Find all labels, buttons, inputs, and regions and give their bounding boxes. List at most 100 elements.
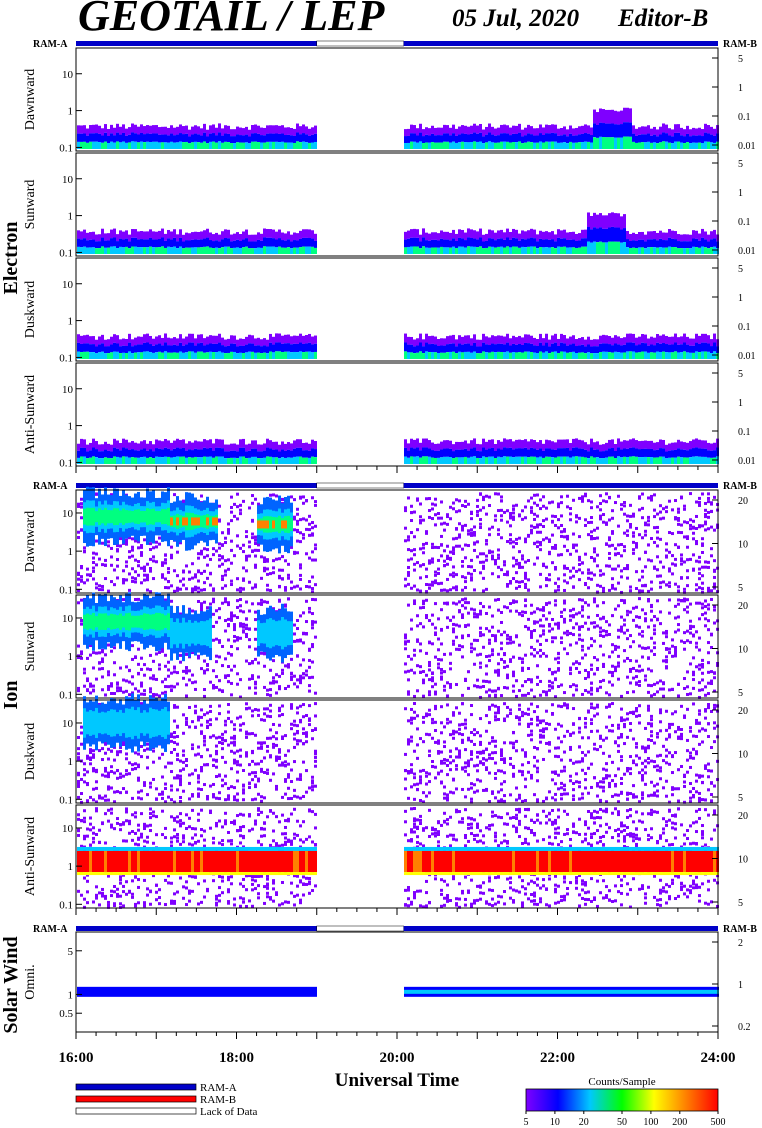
y-axis-right: 210.2	[712, 938, 751, 1033]
group-electron: Electron RAM-A RAM-B 10 1 0.1 5 1 0.1 0.01 Dawnwar…	[0, 39, 757, 473]
ram-a-segment	[403, 483, 718, 488]
colorbar-tick-label: 500	[711, 1117, 726, 1128]
colorbar: Counts/Sample 5 10 20 50 100 200 500	[524, 1076, 726, 1128]
x-tick-label: 18:00	[219, 1050, 254, 1066]
panel-frame	[75, 257, 719, 362]
y-right-tick-label: 5	[738, 583, 743, 594]
y-right-tick-label: 10	[738, 750, 748, 761]
y-tick-label: 10	[62, 174, 74, 186]
panel-anti-sunward: 10 1 0.1 5 1 0.1 0.01 Anti-Sunward	[23, 362, 756, 473]
ram-a-segment	[76, 926, 317, 931]
y-right-tick-label: 0.1	[738, 112, 751, 123]
y-axis-left: 510.5	[59, 946, 82, 1020]
y-tick-label: 1	[68, 756, 74, 768]
y-tick-label: 0.1	[59, 689, 73, 701]
ram-right-label: RAM-B	[723, 924, 757, 935]
ram-left-label: RAM-A	[33, 924, 68, 935]
panel-label: Anti-Sunward	[23, 375, 38, 454]
panel-sunward: 10 1 0.1 5 1 0.1 0.01 Sunward	[23, 152, 756, 259]
lack-of-data-segment	[316, 482, 404, 489]
y-tick-label: 1	[68, 989, 74, 1001]
y-axis-left: 10 1 0.1	[59, 613, 82, 701]
legend-label: RAM-B	[200, 1094, 236, 1106]
y-axis-right: 20 10 5	[712, 811, 748, 909]
editor-label: Editor-B	[617, 5, 708, 32]
x-tick-label: 16:00	[59, 1050, 94, 1066]
time-ticks	[75, 908, 719, 915]
panel-label: Sunward	[23, 180, 38, 230]
y-right-tick-label: 10	[738, 645, 748, 656]
spectrogram-cells	[77, 333, 719, 359]
y-axis-right: 5 1 0.1 0.01	[712, 159, 756, 257]
y-axis-left: 10 1 0.1	[59, 508, 82, 596]
y-tick-label: 5	[68, 946, 74, 958]
y-right-tick-label: 10	[738, 540, 748, 551]
y-right-tick-label: 1	[738, 188, 743, 199]
y-right-tick-label: 5	[738, 264, 743, 275]
ram-right-label: RAM-B	[723, 39, 757, 50]
y-right-tick-label: 5	[738, 159, 743, 170]
panel-frame	[75, 931, 719, 1033]
spectrogram-cells	[77, 592, 719, 699]
x-tick-label: 24:00	[701, 1050, 736, 1066]
panel-label: Omni.	[23, 964, 38, 999]
panel-sunward: 10 1 0.1 20 10 5 Sunward	[23, 592, 748, 701]
y-right-tick-label: 5	[738, 793, 743, 804]
colorbar-tick-label: 50	[617, 1117, 627, 1128]
y-right-tick-label: 5	[738, 54, 743, 65]
y-tick-label: 10	[62, 718, 74, 730]
y-tick-label: 0.1	[59, 899, 73, 911]
y-tick-label: 1	[68, 546, 74, 558]
panel-frame	[75, 152, 719, 257]
spectrogram-cells	[77, 486, 719, 594]
y-tick-label: 1	[68, 106, 74, 118]
y-tick-label: 1	[68, 316, 74, 328]
y-axis-right: 20 10 5	[712, 496, 748, 594]
y-tick-label: 10	[62, 823, 74, 835]
y-axis-left: 10 1 0.1	[59, 174, 82, 259]
y-right-tick-label: 0.1	[738, 427, 751, 438]
legend-swatch	[75, 1107, 197, 1115]
legend-label: RAM-A	[200, 1082, 237, 1094]
panel-label: Dawnward	[23, 511, 38, 572]
spectrogram-cells	[77, 807, 719, 909]
ram-bar: RAM-A RAM-B	[33, 39, 757, 50]
panel-dawnward: 10 1 0.1 5 1 0.1 0.01 Dawnward	[23, 47, 756, 154]
y-tick-label: 0.1	[59, 142, 73, 154]
panel-label: Sunward	[23, 622, 38, 672]
y-right-tick-label: 0.2	[738, 1022, 751, 1033]
y-tick-label: 0.1	[59, 247, 73, 259]
colorbar-tick-label: 5	[524, 1117, 529, 1128]
ram-bar: RAM-A RAM-B	[33, 481, 757, 492]
y-tick-label: 1	[68, 421, 74, 433]
legend-swatch	[75, 1083, 197, 1091]
panel-anti-sunward: 10 1 0.1 20 10 5 Anti-Sunward	[23, 804, 748, 915]
y-tick-label: 0.1	[59, 457, 73, 469]
y-tick-label: 0.5	[59, 1008, 73, 1020]
lack-of-data-segment	[316, 40, 404, 47]
lack-of-data-segment	[316, 925, 404, 932]
spectrogram-cells	[77, 986, 719, 997]
panel-duskward: 10 1 0.1 20 10 5 Duskward	[23, 693, 748, 806]
x-axis: 16:00 18:00 20:00 22:00 24:00 Universal Time	[59, 1050, 736, 1091]
y-right-tick-label: 1	[738, 980, 743, 991]
ram-right-label: RAM-B	[723, 481, 757, 492]
time-ticks	[75, 466, 719, 473]
spectrogram-cells	[77, 212, 719, 254]
y-right-tick-label: 0.01	[738, 456, 756, 467]
y-tick-label: 0.1	[59, 794, 73, 806]
ram-a-segment	[403, 926, 718, 931]
panel-dawnward: 10 1 0.1 20 10 5 Dawnward	[23, 486, 748, 596]
y-axis-left: 10 1 0.1	[59, 69, 82, 154]
y-tick-label: 0.1	[59, 584, 73, 596]
y-tick-label: 0.1	[59, 352, 73, 364]
panel-label: Duskward	[23, 281, 38, 339]
y-axis-right: 20 10 5	[712, 601, 748, 699]
y-tick-label: 10	[62, 279, 74, 291]
y-axis-right: 20 10 5	[712, 706, 748, 804]
date-label: 05 Jul, 2020	[452, 5, 580, 32]
y-right-tick-label: 0.01	[738, 351, 756, 362]
x-tick-label: 20:00	[380, 1050, 415, 1066]
